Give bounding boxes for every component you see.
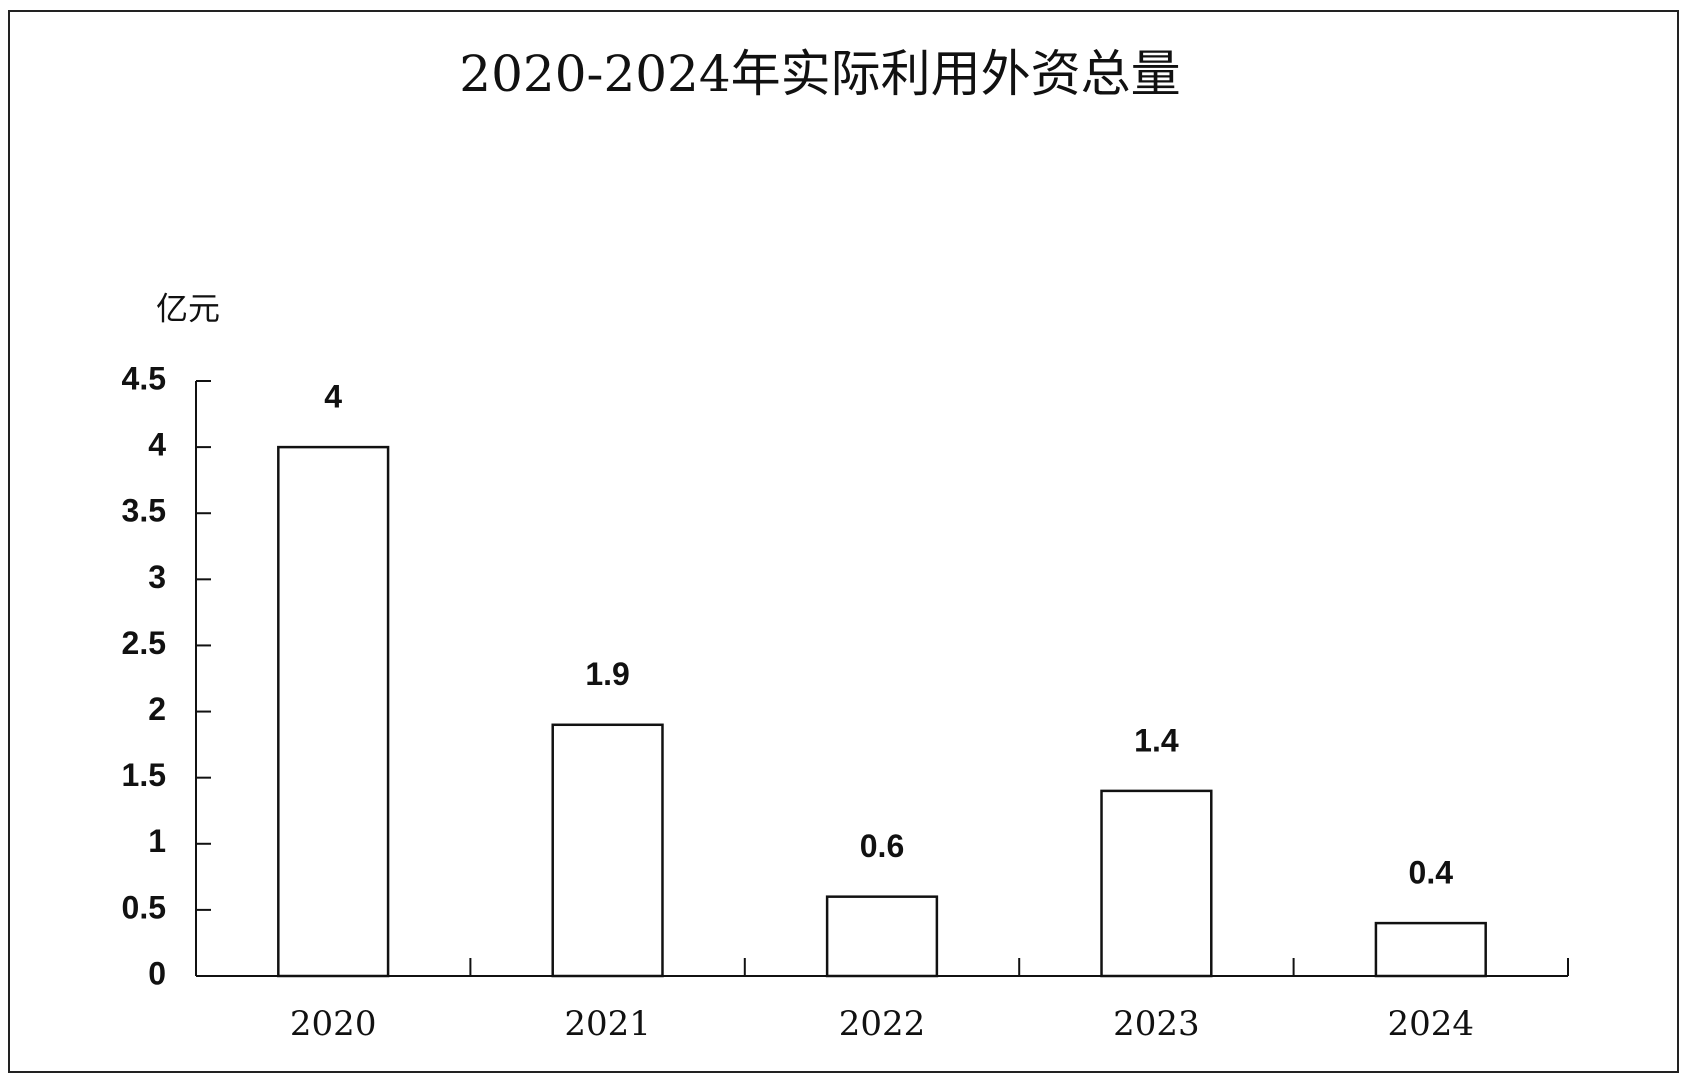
bar <box>551 723 664 978</box>
y-tick-label: 3.5 <box>122 493 166 529</box>
x-tick-label: 2024 <box>1388 1004 1475 1044</box>
x-tick-label: 2023 <box>1113 1004 1200 1044</box>
data-label: 1.4 <box>1134 722 1179 758</box>
data-label: 0.6 <box>860 828 904 864</box>
x-tick-label: 2020 <box>290 1004 377 1044</box>
bar <box>825 895 939 978</box>
x-tick-label: 2022 <box>839 1004 926 1044</box>
y-tick-label: 0.5 <box>122 889 166 925</box>
data-label: 0.4 <box>1409 855 1454 891</box>
data-label: 1.9 <box>585 656 629 692</box>
y-tick-label: 0 <box>148 955 166 991</box>
x-tick-label: 2021 <box>564 1004 651 1044</box>
y-tick-label: 1.5 <box>122 757 166 793</box>
bar <box>1100 789 1213 978</box>
y-tick-label: 2 <box>148 691 166 727</box>
y-tick-label: 1 <box>148 823 166 859</box>
bar <box>277 445 390 978</box>
y-axis-unit: 亿元 <box>156 290 220 326</box>
y-tick-label: 4 <box>148 427 166 463</box>
data-label: 4 <box>324 379 342 415</box>
y-tick-label: 2.5 <box>122 625 166 661</box>
y-tick-label: 3 <box>148 559 166 595</box>
bar <box>1374 921 1487 978</box>
y-tick-label: 4.5 <box>122 360 166 396</box>
chart-title: 2020-2024年实际利用外资总量 <box>459 45 1180 103</box>
